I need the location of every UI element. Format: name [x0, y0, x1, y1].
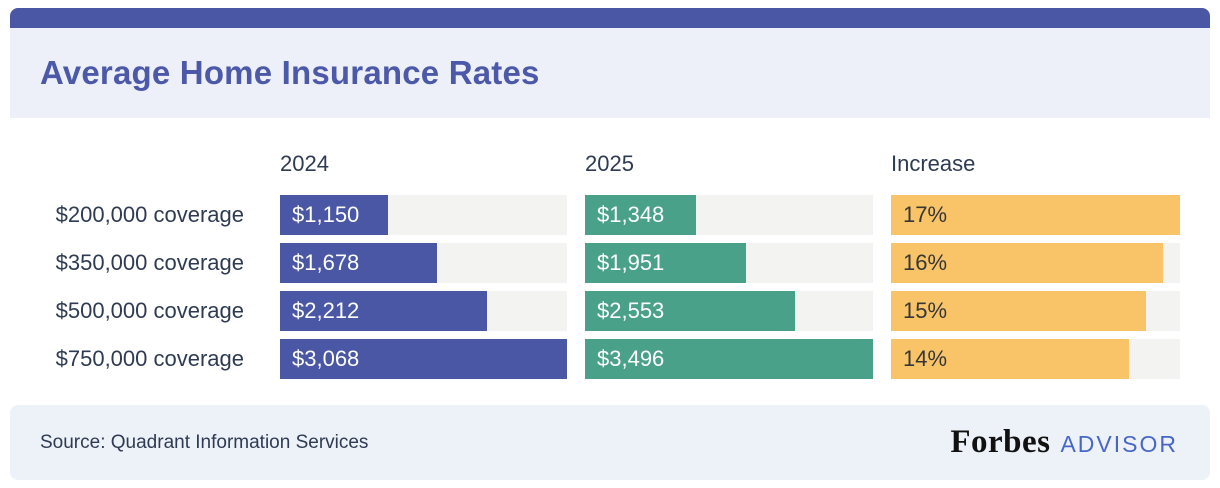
row-label: $350,000 coverage — [55, 250, 244, 275]
header-accent-bar — [10, 8, 1210, 28]
bar-track-increase: 17% — [891, 195, 1180, 235]
bar-track-2024: $2,212 — [280, 291, 567, 331]
bar-track-2024: $1,678 — [280, 243, 567, 283]
bar-2024: $1,150 — [280, 195, 388, 235]
footer-panel: Source: Quadrant Information Services Fo… — [10, 405, 1210, 480]
bar-track-increase: 16% — [891, 243, 1180, 283]
bar-increase: 17% — [891, 195, 1180, 235]
bar-track-2025: $1,348 — [585, 195, 873, 235]
page-title: Average Home Insurance Rates — [40, 54, 540, 91]
bar-track-increase: 15% — [891, 291, 1180, 331]
bar-2025: $3,496 — [585, 339, 873, 379]
bar-2024: $2,212 — [280, 291, 487, 331]
row-label: $200,000 coverage — [55, 202, 244, 227]
chart-grid: 2024 2025 Increase $200,000 coverage $1,150 $… — [40, 147, 1180, 379]
bar-2025: $2,553 — [585, 291, 796, 331]
bar-track-increase: 14% — [891, 339, 1180, 379]
column-header-2024: 2024 — [280, 151, 329, 176]
source-text: Source: Quadrant Information Services — [40, 431, 369, 453]
bar-2025: $1,951 — [585, 243, 746, 283]
bar-2024: $1,678 — [280, 243, 437, 283]
bar-increase: 16% — [891, 243, 1163, 283]
forbes-wordmark: Forbes — [950, 424, 1051, 460]
bar-track-2025: $3,496 — [585, 339, 873, 379]
advisor-wordmark: ADVISOR — [1060, 431, 1178, 457]
bar-2025: $1,348 — [585, 195, 697, 235]
bar-track-2025: $1,951 — [585, 243, 873, 283]
column-header-increase: Increase — [891, 151, 976, 176]
bar-increase: 14% — [891, 339, 1129, 379]
row-label: $750,000 coverage — [55, 346, 244, 371]
bar-track-2024: $3,068 — [280, 339, 567, 379]
bar-track-2025: $2,553 — [585, 291, 873, 331]
header-panel: Average Home Insurance Rates — [10, 28, 1210, 118]
column-header-2025: 2025 — [585, 151, 634, 176]
row-label: $500,000 coverage — [55, 298, 244, 323]
bar-2024: $3,068 — [280, 339, 567, 379]
forbes-advisor-logo: Forbes ADVISOR — [950, 424, 1178, 461]
bar-increase: 15% — [891, 291, 1146, 331]
bar-track-2024: $1,150 — [280, 195, 567, 235]
column-header-spacer — [40, 147, 262, 187]
chart-area: 2024 2025 Increase $200,000 coverage $1,150 $… — [40, 147, 1180, 379]
